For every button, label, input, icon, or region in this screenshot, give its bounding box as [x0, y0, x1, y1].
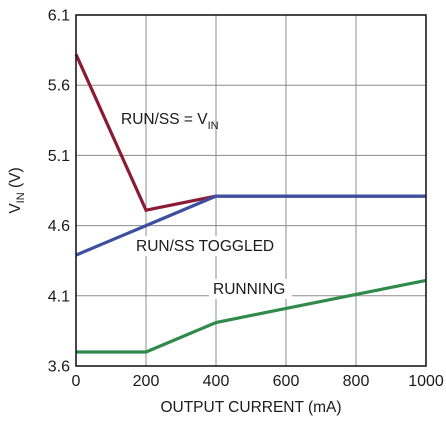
y-axis-title: VIN (V): [7, 167, 27, 213]
series-line-3: [76, 278, 427, 354]
x-tick-label: 200: [133, 373, 160, 390]
plot-frame: [75, 14, 427, 367]
x-axis-title: OUTPUT CURRENT (mA): [160, 399, 341, 416]
y-tick-label: 5.6: [48, 78, 70, 95]
x-tick-label: 800: [343, 373, 370, 390]
series-lines: [74, 53, 427, 354]
series-line-1: [74, 53, 426, 213]
y-axis-title-sub: IN: [15, 192, 27, 203]
annotation-background: [209, 279, 292, 299]
annotation-runss-vin-sub: IN: [208, 120, 219, 132]
y-tick-label: 4.1: [48, 288, 70, 305]
y-tick-label: 5.1: [48, 148, 70, 165]
x-tick-label: 1000: [408, 373, 444, 390]
annotation-running: RUNNING: [213, 281, 285, 298]
x-tick-label: 0: [72, 373, 81, 390]
y-tick-labels: 3.6 4.1 4.6 5.1 5.6 6.1: [48, 8, 70, 376]
y-tick-label: 4.6: [48, 218, 70, 235]
annotation-runss-vin-main: RUN/SS = V: [121, 111, 208, 128]
annotation-background: [134, 236, 278, 256]
series-line-2: [75, 194, 426, 257]
y-tick-label: 3.6: [48, 359, 70, 376]
annotation-runss-vin: RUN/SS = VIN: [121, 111, 219, 132]
x-tick-label: 600: [273, 373, 300, 390]
grid: [76, 15, 426, 366]
annotation-runss-toggled: RUN/SS TOGGLED: [136, 238, 274, 255]
y-axis-title-main: V: [7, 203, 24, 214]
y-tick-label: 6.1: [48, 8, 70, 25]
x-tick-labels: 0 200 400 600 800 1000: [72, 373, 444, 390]
x-tick-label: 400: [203, 373, 230, 390]
y-axis-title-unit: (V): [7, 167, 24, 192]
